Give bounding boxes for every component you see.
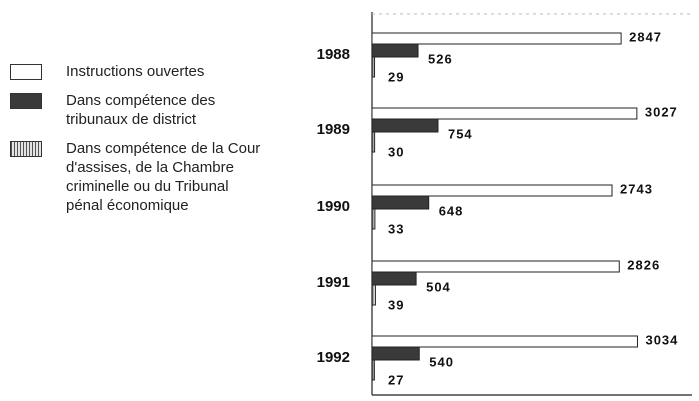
- bar: [371, 208, 376, 230]
- legend-swatch: [10, 141, 42, 157]
- bar: [371, 131, 376, 153]
- legend-swatch: [10, 64, 42, 80]
- legend-item: Dans compétence de la Cour d'assises, de…: [10, 139, 270, 215]
- legend-label: Dans compétence des tribunaux de distric…: [66, 92, 216, 128]
- value-label: 2743: [620, 181, 653, 196]
- bar: [371, 195, 430, 210]
- value-label: 33: [388, 221, 404, 236]
- bar: [371, 346, 420, 361]
- legend: Instructions ouvertes Dans compétence des…: [10, 62, 270, 225]
- value-label: 754: [448, 126, 473, 141]
- category-label: 1991: [317, 274, 350, 291]
- value-label: 504: [426, 279, 451, 294]
- value-label: 29: [388, 69, 404, 84]
- value-label: 2826: [627, 257, 660, 272]
- bar: [371, 184, 613, 197]
- value-label: 3027: [645, 104, 678, 119]
- legend-label: Dans compétence de la Cour d'assises, de…: [66, 140, 261, 214]
- bar: [371, 284, 376, 306]
- value-label: 2847: [629, 29, 662, 44]
- value-label: 27: [388, 372, 404, 387]
- category-label: 1992: [317, 349, 350, 366]
- value-label: 540: [429, 354, 454, 369]
- value-label: 648: [439, 203, 464, 218]
- bar: [371, 118, 439, 133]
- value-label: 526: [428, 51, 453, 66]
- legend-item: Dans compétence des tribunaux de distric…: [10, 91, 270, 129]
- bar: [371, 56, 376, 78]
- bar: [371, 43, 419, 58]
- value-label: 3034: [645, 332, 678, 347]
- bar: [371, 359, 375, 381]
- bar: [371, 271, 417, 286]
- category-label: 1990: [317, 198, 350, 215]
- legend-item: Instructions ouvertes: [10, 62, 270, 81]
- value-label: 39: [388, 297, 404, 312]
- value-label: 30: [388, 144, 404, 159]
- bar: [371, 335, 638, 348]
- legend-swatch: [10, 93, 42, 109]
- bar: [371, 32, 622, 45]
- category-label: 1988: [317, 46, 350, 63]
- legend-label: Instructions ouvertes: [66, 63, 205, 80]
- bar: [371, 107, 638, 120]
- category-label: 1989: [317, 121, 350, 138]
- bar: [371, 260, 620, 273]
